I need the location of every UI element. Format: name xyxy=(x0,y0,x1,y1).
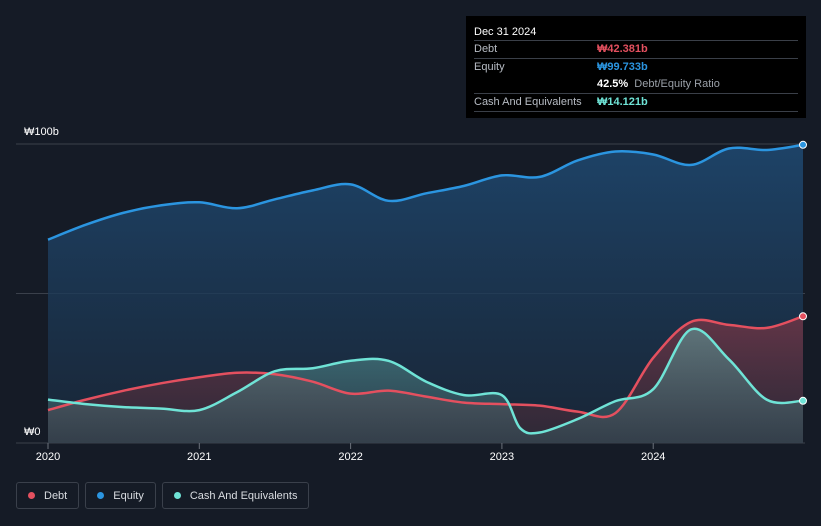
equity-area xyxy=(48,144,803,443)
cash-legend-dot-icon xyxy=(173,492,181,499)
equity-legend-dot-icon xyxy=(97,492,105,499)
tooltip-debt-label: Debt xyxy=(474,43,498,55)
equity-end-point xyxy=(799,140,807,149)
x-tick-label: 2020 xyxy=(36,451,60,463)
cash-end-point xyxy=(799,396,807,405)
debt-legend-dot-icon xyxy=(28,492,35,499)
x-tick-label: 2021 xyxy=(187,451,211,463)
x-tick-label: 2023 xyxy=(490,451,514,463)
cash-line xyxy=(47,327,804,435)
equity-line xyxy=(47,143,804,241)
legend-label-cash: Cash And Equivalents xyxy=(189,489,298,502)
tooltip-equity-value: ₩99.733b xyxy=(597,61,648,73)
chart-legend: Debt Equity Cash And Equivalents xyxy=(16,482,310,509)
legend-item-debt[interactable]: Debt xyxy=(16,482,80,509)
legend-item-cash[interactable]: Cash And Equivalents xyxy=(161,482,310,509)
tooltip-ratio-value: 42.5% xyxy=(597,78,629,90)
legend-label-equity: Equity xyxy=(113,489,144,502)
tooltip-debt-value: ₩42.381b xyxy=(597,43,648,55)
legend-label-debt: Debt xyxy=(44,489,68,502)
tooltip-date: Dec 31 2024 xyxy=(474,26,537,38)
series-lines xyxy=(47,140,807,435)
tooltip-panel: Dec 31 2024 Debt ₩42.381b Equity ₩99.733… xyxy=(466,16,806,118)
tooltip-row-debt: Debt ₩42.381b xyxy=(474,40,798,58)
debt-end-point xyxy=(799,312,807,321)
tooltip-ratio-label: Debt/Equity Ratio xyxy=(634,78,720,90)
tooltip-cash-label: Cash And Equivalents xyxy=(474,96,582,108)
x-tick-label: 2024 xyxy=(641,451,665,463)
tooltip-cash-value: ₩14.121b xyxy=(597,96,648,108)
x-tick-label: 2022 xyxy=(338,451,362,463)
tooltip-row-cash: Cash And Equivalents ₩14.121b xyxy=(474,93,798,111)
legend-item-equity[interactable]: Equity xyxy=(85,482,156,509)
y-tick-label: ₩0 xyxy=(24,426,41,438)
tooltip-row-ratio: 42.5% Debt/Equity Ratio xyxy=(474,76,798,93)
series-areas xyxy=(48,144,803,443)
tooltip-row-equity: Equity ₩99.733b xyxy=(474,58,798,76)
debt-line xyxy=(47,315,804,419)
y-tick-label: ₩100b xyxy=(24,126,59,138)
tooltip-equity-label: Equity xyxy=(474,61,505,73)
axes: ₩0 ₩100b 2020 2021 2022 2023 2024 xyxy=(24,126,665,463)
